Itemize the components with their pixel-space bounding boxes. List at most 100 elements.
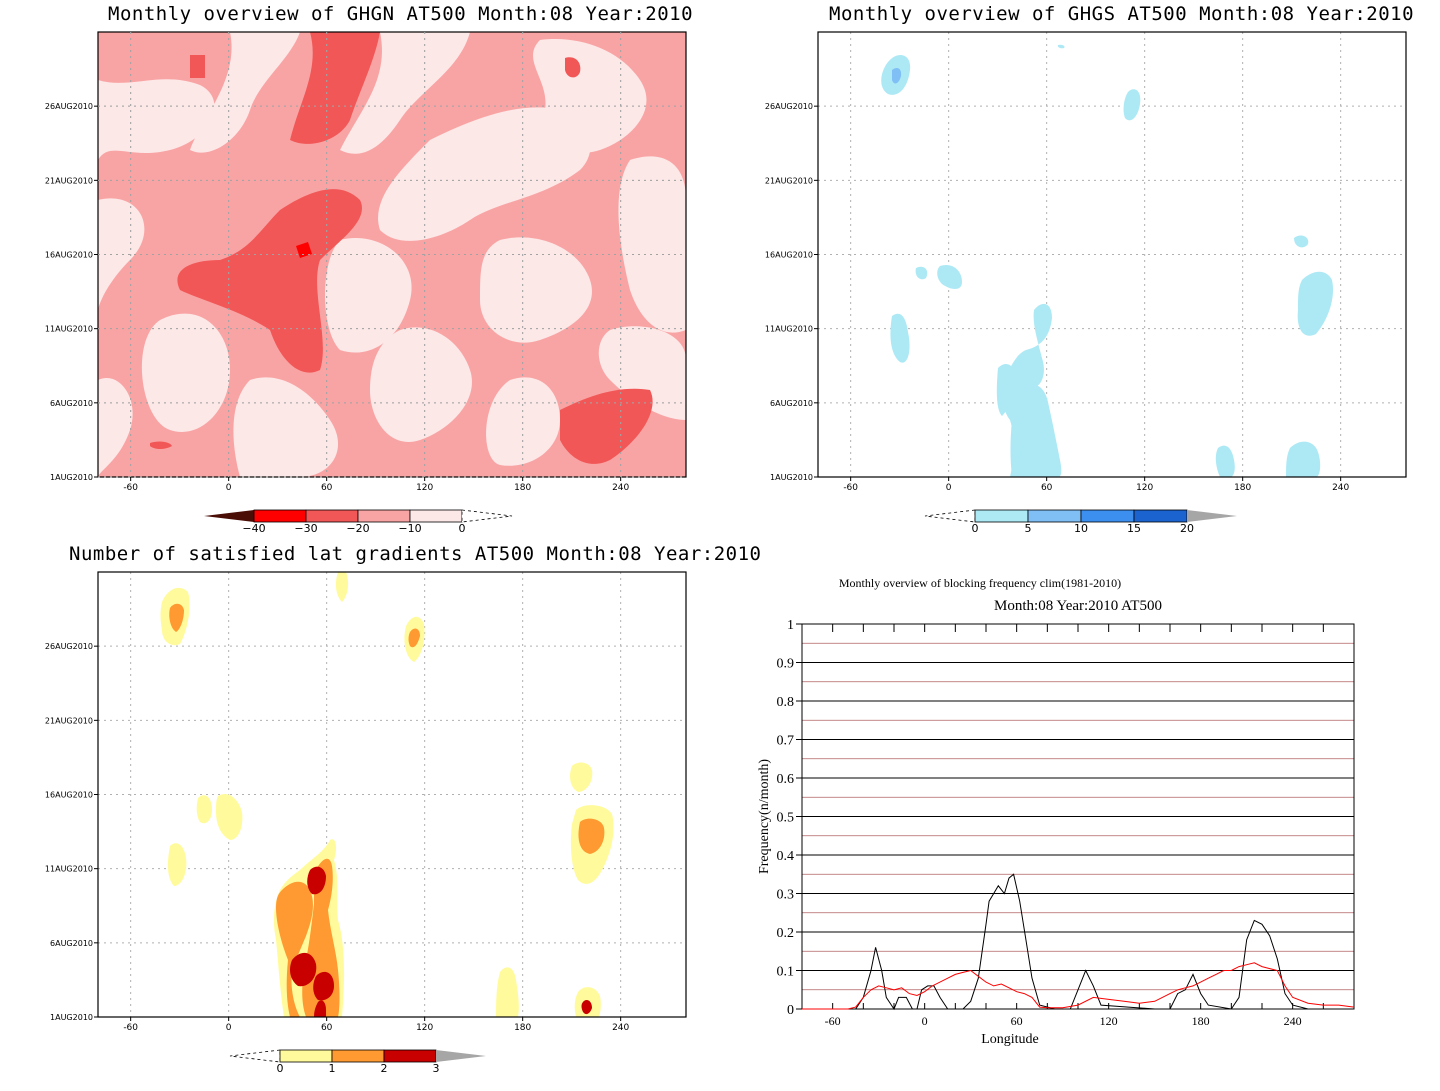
y-tick-label: 6AUG2010 <box>50 399 93 408</box>
y-tick-label: 0.5 <box>777 811 795 826</box>
y-tick-label: 21AUG2010 <box>45 176 93 185</box>
x-tick-label: 240 <box>1284 1014 1302 1028</box>
x-tick-label: 180 <box>514 1023 531 1033</box>
x-tick-label: -60 <box>843 483 858 493</box>
blocking-title: Monthly overview of blocking frequency c… <box>838 576 1122 590</box>
ghgs-axes: -60 0 60 120 180 240 1AUG2010 6AUG2010 11AUG2010… <box>765 102 1350 493</box>
y-tick-label: 6AUG2010 <box>50 939 93 948</box>
y-tick-label: 26AUG2010 <box>765 102 813 111</box>
gradients-chart: -60 0 60 120 180 240 1AUG2010 6AUG2010 11AUG2010… <box>45 571 687 1033</box>
x-tick-label: 120 <box>1136 483 1153 493</box>
x-tick-label: -60 <box>123 1023 138 1033</box>
y-axis-label: Frequency(n/month) <box>757 759 772 874</box>
x-tick-label: 0 <box>922 1014 928 1028</box>
colorbar-label: −30 <box>294 522 317 535</box>
x-tick-label: 60 <box>321 483 333 493</box>
colorbar-label: 0 <box>277 1062 284 1075</box>
colorbar-box <box>253 509 307 523</box>
colorbar-left-arrow <box>204 510 254 522</box>
ghgs-contours <box>881 44 1334 477</box>
colorbar-box <box>383 1049 437 1063</box>
colorbar-right-arrow <box>461 509 513 523</box>
x-tick-label: 60 <box>321 1023 333 1033</box>
gradients-contours <box>160 572 614 1017</box>
x-tick-label: 180 <box>1192 1014 1210 1028</box>
x-tick-label: -60 <box>825 1014 841 1028</box>
y-tick-label: 11AUG2010 <box>45 865 93 874</box>
y-tick-label: 0.1 <box>777 965 795 980</box>
x-tick-label: -60 <box>123 483 138 493</box>
gradients-panel-title: Number of satisfied lat gradients AT500 … <box>69 543 762 565</box>
series-line-black <box>802 873 1354 1011</box>
y-tick-label: 16AUG2010 <box>45 251 93 260</box>
y-tick-label: 26AUG2010 <box>45 642 93 651</box>
colorbar-box <box>409 509 463 523</box>
ghgs-grid <box>818 32 1406 478</box>
colorbar-label: 3 <box>433 1062 440 1075</box>
ghgn-grid <box>98 32 686 478</box>
y-tick-label: 21AUG2010 <box>765 176 813 185</box>
colorbar-box <box>279 1049 333 1063</box>
blocking-subtitle: Month:08 Year:2010 AT500 <box>994 598 1162 614</box>
x-tick-label: 240 <box>1332 483 1349 493</box>
x-tick-label: 60 <box>1011 1014 1023 1028</box>
y-tick-label: 21AUG2010 <box>45 716 93 725</box>
y-tick-label: 16AUG2010 <box>765 251 813 260</box>
colorbar-right-arrow <box>1187 510 1237 522</box>
ghgn-colorbar: −40 −30 −20 −10 0 <box>204 509 513 535</box>
ghgs-colorbar: 0 5 10 15 20 <box>924 509 1237 535</box>
x-tick-label: 0 <box>226 1023 232 1033</box>
x-tick-label: 0 <box>226 483 232 493</box>
y-tick-label: 1AUG2010 <box>770 473 813 482</box>
ghgs-panel-title: Monthly overview of GHGS AT500 Month:08 … <box>829 3 1415 25</box>
gradients-colorbar: 0 1 2 3 <box>229 1049 486 1075</box>
y-tick-label: 0.2 <box>777 926 795 941</box>
colorbar-label: 20 <box>1180 522 1194 535</box>
x-tick-label: 120 <box>416 1023 433 1033</box>
colorbar-label: 10 <box>1074 522 1088 535</box>
series-line-red <box>802 962 1355 1010</box>
colorbar-label: 15 <box>1127 522 1141 535</box>
x-tick-label: 180 <box>514 483 531 493</box>
y-tick-label: 11AUG2010 <box>765 325 813 334</box>
blocking-line-chart: 0 0.1 0.2 0.3 0.4 0.5 0.6 0.7 0.8 0.9 1 -60 0 60 120 18… <box>757 618 1355 1047</box>
colorbar-box <box>974 509 1029 523</box>
y-tick-label: 0.7 <box>777 734 795 749</box>
colorbar-label: 0 <box>459 522 466 535</box>
colorbar-right-arrow <box>436 1050 486 1062</box>
colorbar-box <box>305 509 359 523</box>
y-tick-label: 16AUG2010 <box>45 791 93 800</box>
colorbar-left-arrow <box>924 509 976 523</box>
y-tick-label: 0.4 <box>777 849 795 864</box>
colorbar-box <box>1027 509 1082 523</box>
y-tick-label: 26AUG2010 <box>45 102 93 111</box>
y-tick-label: 0.9 <box>777 657 795 672</box>
colorbar-box <box>357 509 411 523</box>
colorbar-label: 2 <box>381 1062 388 1075</box>
y-tick-label: 1AUG2010 <box>50 1013 93 1022</box>
x-tick-label: 60 <box>1041 483 1053 493</box>
x-tick-label: 240 <box>612 483 629 493</box>
x-tick-label: 120 <box>1100 1014 1118 1028</box>
y-tick-label: 6AUG2010 <box>770 399 813 408</box>
y-tick-label: 0.8 <box>777 695 795 710</box>
colorbar-label: −20 <box>346 522 369 535</box>
colorbar-box <box>1080 509 1135 523</box>
gradients-grid <box>98 572 686 1018</box>
colorbar-box <box>331 1049 385 1063</box>
x-axis-label: Longitude <box>981 1032 1039 1047</box>
colorbar-label: −40 <box>242 522 265 535</box>
x-tick-label: 240 <box>612 1023 629 1033</box>
x-tick-label: 120 <box>416 483 433 493</box>
y-tick-label: 0.3 <box>777 888 795 903</box>
y-tick-label: 1AUG2010 <box>50 473 93 482</box>
y-tick-label: 1 <box>787 618 794 633</box>
y-tick-label: 11AUG2010 <box>45 325 93 334</box>
gradients-axes: -60 0 60 120 180 240 1AUG2010 6AUG2010 11AUG2010… <box>45 642 630 1033</box>
colorbar-label: 5 <box>1025 522 1032 535</box>
ghgs-chart: -60 0 60 120 180 240 1AUG2010 6AUG2010 11AUG2010… <box>765 31 1407 493</box>
x-tick-label: 0 <box>946 483 952 493</box>
colorbar-label: −10 <box>398 522 421 535</box>
colorbar-label: 0 <box>972 522 979 535</box>
x-tick-label: 180 <box>1234 483 1251 493</box>
